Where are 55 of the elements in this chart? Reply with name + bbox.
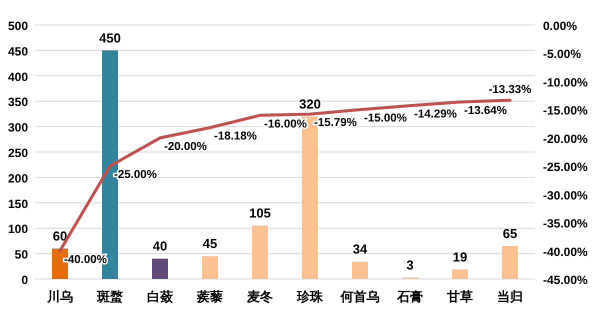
x-tick-label: 蒺藜 [196,289,223,304]
y-tick-label: 350 [8,95,28,110]
y-tick-label: 450 [8,44,28,58]
y-tick-label: 400 [8,70,28,84]
bar [202,256,218,279]
y2-tick-label: 0.00% [543,19,578,33]
data-label: -15.79% [314,117,357,130]
y-tick-label: 150 [8,196,28,211]
data-label: 40 [152,238,168,254]
data-label: -20.00% [164,140,207,153]
data-label: -16.00% [264,118,307,130]
data-label: 34 [352,242,368,257]
bar [502,246,518,279]
data-label: 45 [202,236,218,252]
y2-tick-label: -35.00% [543,216,588,231]
bar [352,262,368,279]
y2-tick-label: -30.00% [543,188,588,202]
data-label: -18.18% [214,130,257,143]
y2-tick-label: -25.00% [543,160,588,174]
data-label: 105 [249,206,271,221]
data-label: 320 [299,96,321,112]
y-tick-label: 300 [8,120,28,135]
x-tick-label: 白蔹 [147,289,174,304]
data-label: -13.64% [464,104,507,117]
x-tick-label: 甘草 [446,289,473,304]
data-label: 450 [99,30,121,46]
y2-tick-label: -5.00% [543,47,582,62]
data-label: 3 [406,257,414,272]
bar [152,258,168,279]
y2-tick-label: -10.00% [543,75,588,90]
bar [452,269,468,279]
x-tick-label: 麦冬 [246,289,273,304]
data-label: -14.29% [414,108,457,121]
x-tick-label: 当归 [497,289,523,304]
y2-tick-label: -20.00% [543,132,588,146]
y2-tick-label: -45.00% [543,273,588,287]
x-tick-label: 川乌 [46,289,73,304]
y-tick-label: 0 [21,273,28,287]
y-tick-label: 250 [8,146,28,160]
data-label: -13.33% [488,84,532,96]
bar [252,226,268,279]
data-label: 19 [452,249,468,264]
y-tick-label: 500 [8,19,28,33]
y-tick-label: 200 [8,171,28,186]
y2-tick-label: -40.00% [543,244,588,259]
x-tick-label: 斑蝥 [96,289,123,304]
x-tick-label: 何首乌 [340,289,380,304]
y-tick-label: 100 [8,222,28,236]
data-label: 65 [502,226,518,241]
data-label: 60 [52,228,68,244]
y-tick-label: 50 [14,248,28,262]
x-tick-label: 珍珠 [296,289,324,304]
x-tick-label: 石膏 [396,289,423,304]
data-label: -15.00% [364,112,407,125]
y2-tick-label: -15.00% [543,104,588,118]
